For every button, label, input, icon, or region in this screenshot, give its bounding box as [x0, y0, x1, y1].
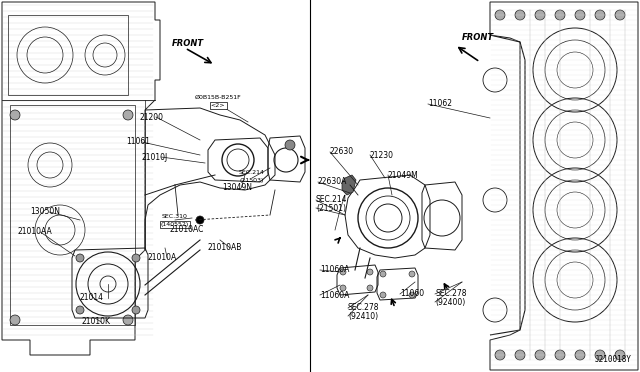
Circle shape — [340, 269, 346, 275]
Circle shape — [123, 315, 133, 325]
Text: <2>: <2> — [211, 103, 225, 108]
Circle shape — [132, 254, 140, 262]
Text: SEC.214: SEC.214 — [316, 196, 348, 205]
Text: (21503): (21503) — [240, 178, 264, 183]
Circle shape — [535, 350, 545, 360]
Circle shape — [76, 254, 84, 262]
Text: 11062: 11062 — [428, 99, 452, 109]
Text: (92400): (92400) — [435, 298, 465, 307]
Polygon shape — [342, 175, 356, 195]
Text: 21230: 21230 — [370, 151, 394, 160]
Circle shape — [575, 10, 585, 20]
Text: (21501): (21501) — [316, 203, 346, 212]
Circle shape — [555, 10, 565, 20]
Text: 21049M: 21049M — [388, 170, 419, 180]
Circle shape — [367, 269, 373, 275]
Bar — [10, 105, 135, 325]
Text: 21010J: 21010J — [142, 153, 168, 161]
Text: SEC.278: SEC.278 — [348, 304, 380, 312]
Circle shape — [76, 306, 84, 314]
Circle shape — [409, 271, 415, 277]
Text: 21010A: 21010A — [148, 253, 177, 263]
Text: 21200: 21200 — [140, 112, 164, 122]
Circle shape — [515, 10, 525, 20]
Text: FRONT: FRONT — [172, 39, 204, 48]
Circle shape — [367, 285, 373, 291]
Text: 13050N: 13050N — [30, 208, 60, 217]
Text: 21010AB: 21010AB — [208, 244, 243, 253]
Text: SEC.278: SEC.278 — [435, 289, 467, 298]
Circle shape — [615, 10, 625, 20]
Circle shape — [515, 350, 525, 360]
Circle shape — [495, 350, 505, 360]
Text: Ø0B15B-B251F: Ø0B15B-B251F — [195, 95, 241, 100]
Text: SEC.214: SEC.214 — [239, 170, 265, 175]
Circle shape — [555, 350, 565, 360]
Text: 22630: 22630 — [330, 148, 354, 157]
Text: 11060A: 11060A — [320, 266, 349, 275]
Circle shape — [340, 285, 346, 291]
Text: (140552): (140552) — [161, 222, 189, 227]
Bar — [8, 15, 128, 95]
Text: FRONT: FRONT — [462, 33, 494, 42]
Text: 21010AA: 21010AA — [18, 228, 52, 237]
Text: 11060: 11060 — [400, 289, 424, 298]
Circle shape — [132, 306, 140, 314]
Text: 11060A: 11060A — [320, 291, 349, 299]
Text: 11061: 11061 — [126, 138, 150, 147]
Circle shape — [595, 350, 605, 360]
Circle shape — [10, 315, 20, 325]
Circle shape — [575, 350, 585, 360]
Circle shape — [380, 271, 386, 277]
Circle shape — [10, 110, 20, 120]
Circle shape — [285, 140, 295, 150]
Text: 21014: 21014 — [80, 294, 104, 302]
Circle shape — [595, 10, 605, 20]
Text: SEC.310: SEC.310 — [162, 214, 188, 219]
Text: (92410): (92410) — [348, 311, 378, 321]
Circle shape — [495, 10, 505, 20]
Circle shape — [409, 292, 415, 298]
Text: 13049N: 13049N — [222, 183, 252, 192]
Circle shape — [380, 292, 386, 298]
Text: 22630A: 22630A — [318, 177, 348, 186]
Circle shape — [615, 350, 625, 360]
Circle shape — [123, 110, 133, 120]
Text: 21010AC: 21010AC — [170, 225, 204, 234]
Circle shape — [535, 10, 545, 20]
Circle shape — [196, 216, 204, 224]
Text: J210018Y: J210018Y — [595, 355, 632, 364]
Text: 21010K: 21010K — [82, 317, 111, 327]
